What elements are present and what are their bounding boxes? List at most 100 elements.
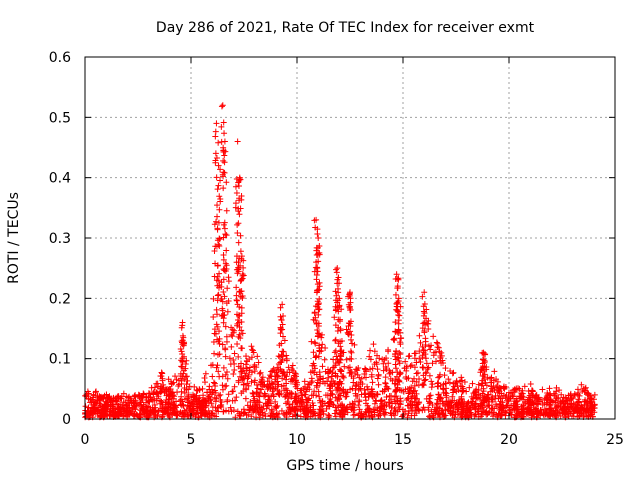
data-point — [216, 270, 223, 277]
data-point — [228, 324, 235, 331]
data-point — [243, 353, 250, 360]
data-point — [163, 386, 170, 393]
data-point — [213, 321, 220, 328]
data-point — [419, 354, 426, 361]
data-point — [236, 211, 243, 218]
x-axis-label: GPS time / hours — [286, 458, 403, 474]
data-point — [233, 296, 240, 303]
data-point — [117, 401, 124, 408]
data-point — [395, 295, 402, 302]
data-point — [284, 387, 291, 394]
data-point — [228, 331, 235, 338]
data-point — [487, 388, 494, 395]
data-point — [320, 407, 327, 414]
data-point — [310, 349, 317, 356]
data-point — [388, 404, 395, 411]
data-point — [231, 350, 238, 357]
data-point — [437, 395, 444, 402]
data-point — [332, 336, 339, 343]
data-point — [392, 275, 399, 282]
data-point — [543, 393, 550, 400]
data-point — [435, 383, 442, 390]
data-point — [333, 292, 340, 299]
data-point — [113, 397, 120, 404]
data-point — [403, 365, 410, 372]
data-point — [385, 348, 392, 355]
data-point — [497, 401, 504, 408]
data-point — [489, 405, 496, 412]
data-point — [214, 282, 221, 289]
data-point — [458, 395, 465, 402]
data-point — [416, 399, 423, 406]
data-point — [213, 218, 220, 225]
data-point — [459, 413, 466, 420]
data-point — [336, 396, 343, 403]
data-point — [463, 401, 470, 408]
data-point — [471, 404, 478, 411]
data-point — [336, 366, 343, 373]
data-point — [395, 275, 402, 282]
data-point — [279, 301, 286, 308]
data-point — [233, 394, 240, 401]
data-point — [249, 405, 256, 412]
data-point — [408, 362, 415, 369]
data-point — [433, 358, 440, 365]
data-point — [216, 206, 223, 213]
data-point — [429, 360, 436, 367]
data-point — [479, 377, 486, 384]
data-point — [421, 289, 428, 296]
data-point — [243, 358, 250, 365]
data-point — [297, 387, 304, 394]
data-point — [335, 289, 342, 296]
data-point — [319, 402, 326, 409]
data-point — [352, 387, 359, 394]
data-point — [316, 243, 323, 250]
data-point — [248, 343, 255, 350]
data-point — [318, 334, 325, 341]
data-point — [380, 367, 387, 374]
data-point — [175, 382, 182, 389]
data-point — [213, 174, 220, 181]
data-point — [250, 393, 257, 400]
data-point — [217, 166, 224, 173]
data-point — [216, 351, 223, 358]
data-point — [236, 331, 243, 338]
data-point — [243, 365, 250, 372]
data-point — [591, 402, 598, 409]
data-point — [210, 295, 217, 302]
data-point — [309, 362, 316, 369]
y-tick-label: 0.3 — [49, 231, 71, 247]
data-point — [412, 406, 419, 413]
data-point — [215, 219, 222, 226]
data-point — [334, 276, 341, 283]
data-point — [460, 387, 467, 394]
data-point — [486, 402, 493, 409]
data-point — [232, 200, 239, 207]
data-point — [246, 364, 253, 371]
data-point — [567, 392, 574, 399]
data-point — [231, 367, 238, 374]
data-point — [434, 340, 441, 347]
data-point — [370, 341, 377, 348]
data-point — [128, 407, 135, 414]
data-point — [315, 235, 322, 241]
data-point — [243, 386, 250, 393]
data-point — [397, 401, 404, 408]
data-point — [378, 406, 385, 413]
data-point — [449, 387, 456, 394]
data-point — [185, 393, 192, 400]
data-point — [337, 326, 344, 333]
data-point — [393, 271, 400, 278]
data-point — [257, 378, 264, 385]
data-point — [196, 394, 203, 401]
data-point — [576, 392, 583, 399]
data-point — [345, 331, 352, 338]
data-point — [483, 382, 490, 389]
data-point — [331, 349, 338, 356]
data-point — [286, 404, 293, 411]
data-point — [214, 213, 221, 220]
data-point — [160, 381, 167, 388]
data-point — [218, 296, 225, 303]
data-point — [332, 288, 339, 295]
data-point — [450, 369, 457, 376]
